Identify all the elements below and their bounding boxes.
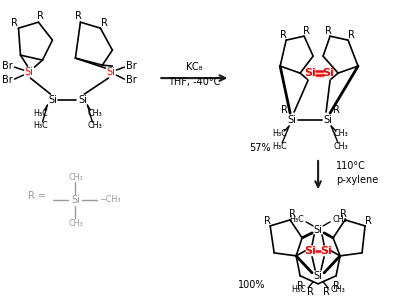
Text: CH₃: CH₃ [87,120,102,129]
Text: Br: Br [126,61,137,71]
Text: Si: Si [48,95,57,105]
Text: 110°C: 110°C [336,161,366,171]
Text: H₃C: H₃C [291,285,306,294]
Text: H₃C: H₃C [272,129,287,138]
Text: R: R [297,281,304,291]
Text: R: R [281,105,288,115]
Text: Si: Si [288,115,296,125]
Text: Si: Si [78,95,87,105]
Text: Si: Si [71,195,80,205]
Text: p-xylene: p-xylene [336,175,378,185]
Text: Si: Si [106,67,115,77]
Text: CH₃: CH₃ [330,285,345,294]
Text: THF, -40°C: THF, -40°C [168,77,220,87]
Text: H₃C: H₃C [272,141,287,150]
Text: R: R [280,30,286,40]
Text: Br: Br [126,75,137,85]
Text: R: R [303,26,310,36]
Text: CH₃: CH₃ [68,219,83,228]
Text: KC₈: KC₈ [186,62,202,72]
Text: Si: Si [322,68,334,78]
Text: R: R [101,18,108,28]
Text: R: R [11,18,18,28]
Text: CH₃: CH₃ [332,216,347,225]
Text: R: R [325,26,332,36]
Text: Si: Si [24,67,33,77]
Text: Si: Si [314,225,322,235]
Text: R: R [323,287,330,297]
Text: Si: Si [304,68,316,78]
Text: Si: Si [314,271,322,281]
Text: H₃C: H₃C [289,216,304,225]
Text: R: R [348,30,354,40]
Text: R: R [37,11,44,21]
Text: R: R [333,281,340,291]
Text: R: R [289,209,296,219]
Text: R: R [307,287,314,297]
Text: Si: Si [304,246,316,256]
Text: Br: Br [2,61,12,71]
Text: CH₃: CH₃ [333,141,348,150]
Text: H₃C: H₃C [34,109,48,118]
Text: Br: Br [2,75,12,85]
Text: R: R [365,216,372,226]
Text: Si: Si [324,115,332,125]
Text: −CH₃: −CH₃ [99,195,121,204]
Text: R: R [340,209,346,219]
Text: 57%: 57% [249,143,271,153]
Text: R =: R = [28,191,46,201]
Text: R: R [333,105,340,115]
Text: CH₃: CH₃ [68,173,83,182]
Text: R: R [264,216,271,226]
Text: Si: Si [320,246,332,256]
Text: CH₃: CH₃ [333,129,348,138]
Text: 100%: 100% [238,280,266,290]
Text: CH₃: CH₃ [87,109,102,118]
Text: H₃C: H₃C [34,120,48,129]
Text: R: R [75,11,82,21]
